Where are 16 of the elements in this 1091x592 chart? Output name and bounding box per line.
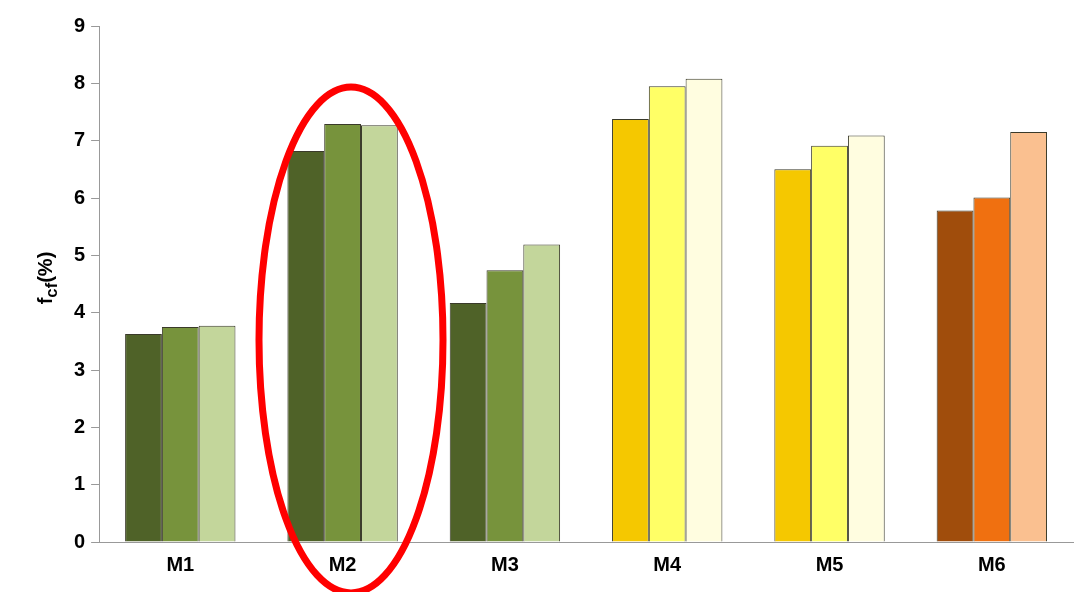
y-tick-label: 2 — [74, 414, 86, 437]
y-tick-label: 1 — [74, 472, 86, 495]
x-tick-label: M6 — [977, 552, 1006, 575]
y-tick-label: 9 — [74, 13, 86, 36]
x-tick-label: M5 — [815, 552, 844, 575]
x-tick-label: M2 — [328, 552, 357, 575]
y-tick-label: 3 — [74, 357, 86, 380]
y-tick-label: 0 — [74, 529, 86, 552]
x-tick-label: M4 — [653, 552, 682, 575]
y-tick-label: 8 — [74, 70, 86, 93]
y-tick-label: 6 — [74, 185, 86, 208]
y-tick-label: 7 — [74, 128, 86, 151]
x-tick-label: M3 — [491, 552, 519, 575]
y-tick-label: 5 — [74, 242, 86, 265]
y-tick-label: 4 — [74, 300, 86, 323]
x-tick-label: M1 — [166, 552, 195, 575]
